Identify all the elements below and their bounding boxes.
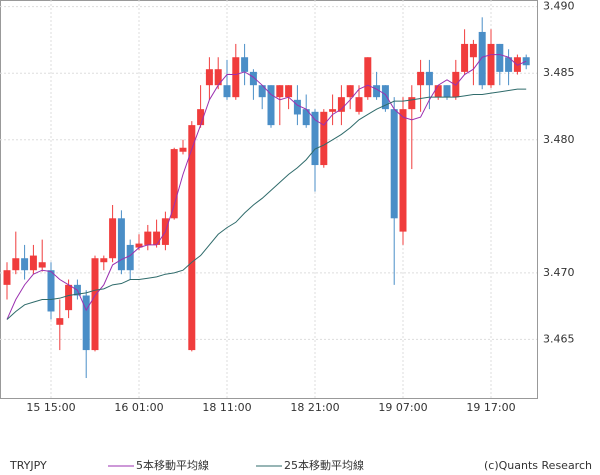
x-tick-label: 18 21:00 bbox=[290, 401, 339, 414]
candle-body bbox=[153, 231, 161, 245]
x-tick-label: 15 15:00 bbox=[26, 401, 75, 414]
candle-body bbox=[117, 218, 125, 271]
candle-body bbox=[417, 71, 425, 86]
candle-body bbox=[258, 85, 266, 98]
candle-body bbox=[38, 262, 46, 268]
candle-body bbox=[425, 71, 433, 86]
candle-body bbox=[461, 43, 469, 72]
x-tick-label: 16 01:00 bbox=[114, 401, 163, 414]
candle-body bbox=[214, 69, 222, 86]
candle-body bbox=[329, 109, 337, 112]
candle-body bbox=[249, 71, 257, 86]
candle-body bbox=[109, 218, 117, 259]
candle-body bbox=[320, 111, 328, 166]
candle-body bbox=[197, 109, 205, 126]
candle-body bbox=[390, 109, 398, 219]
candle-body bbox=[267, 85, 275, 126]
candle-body bbox=[82, 295, 90, 351]
x-tick-label: 19 17:00 bbox=[466, 401, 515, 414]
candle-body bbox=[293, 99, 301, 115]
candle-body bbox=[487, 43, 495, 86]
candle-body bbox=[496, 43, 504, 72]
candle-body bbox=[135, 243, 143, 248]
candle-body bbox=[408, 97, 416, 110]
candle-body bbox=[170, 149, 178, 219]
x-tick-label: 18 11:00 bbox=[202, 401, 251, 414]
candle-body bbox=[47, 270, 55, 312]
y-tick-label: 3.465 bbox=[543, 332, 575, 345]
candle-body bbox=[3, 270, 11, 285]
candle-body bbox=[381, 85, 389, 110]
candle-body bbox=[21, 258, 29, 271]
candle-body bbox=[373, 85, 381, 98]
candle-body bbox=[91, 258, 99, 351]
moving-average bbox=[6, 54, 527, 320]
candle-body bbox=[126, 244, 134, 271]
plot-frame bbox=[0, 0, 538, 399]
candle-body bbox=[364, 57, 372, 98]
candle-body bbox=[337, 97, 345, 112]
symbol: TRYJPY bbox=[9, 459, 47, 472]
candle-body bbox=[56, 318, 64, 325]
moving-average bbox=[6, 88, 527, 320]
y-tick-label: 3.480 bbox=[543, 133, 575, 146]
candle-body bbox=[522, 57, 530, 66]
candle-body bbox=[443, 85, 451, 98]
candle-body bbox=[478, 31, 486, 86]
candle-body bbox=[65, 284, 73, 311]
legend-label: 25本移動平均線 bbox=[284, 458, 364, 472]
credit: (c)Quants Research bbox=[484, 459, 592, 472]
candle-body bbox=[285, 85, 293, 98]
candle-body bbox=[399, 109, 407, 232]
candle-body bbox=[276, 85, 284, 98]
candle-body bbox=[29, 255, 37, 271]
candle-body bbox=[346, 85, 354, 98]
candle-body bbox=[505, 57, 513, 72]
candle-body bbox=[469, 43, 477, 58]
x-tick-label: 19 07:00 bbox=[378, 401, 427, 414]
candle-body bbox=[12, 258, 20, 271]
candle-body bbox=[302, 109, 310, 126]
candle-body bbox=[232, 57, 240, 98]
candle-body bbox=[311, 111, 319, 166]
candle-body bbox=[179, 147, 187, 152]
candle-body bbox=[355, 97, 363, 112]
candle-body bbox=[205, 69, 213, 86]
candle-body bbox=[241, 57, 249, 72]
legend-label: 5本移動平均線 bbox=[136, 458, 209, 472]
y-tick-label: 3.470 bbox=[543, 266, 575, 279]
candle-body bbox=[100, 258, 108, 263]
y-tick-label: 3.490 bbox=[543, 0, 575, 13]
candle-body bbox=[223, 85, 231, 98]
candle-body bbox=[188, 125, 196, 351]
candle-body bbox=[144, 231, 152, 245]
y-tick-label: 3.485 bbox=[543, 66, 575, 79]
candle-body bbox=[434, 85, 442, 98]
